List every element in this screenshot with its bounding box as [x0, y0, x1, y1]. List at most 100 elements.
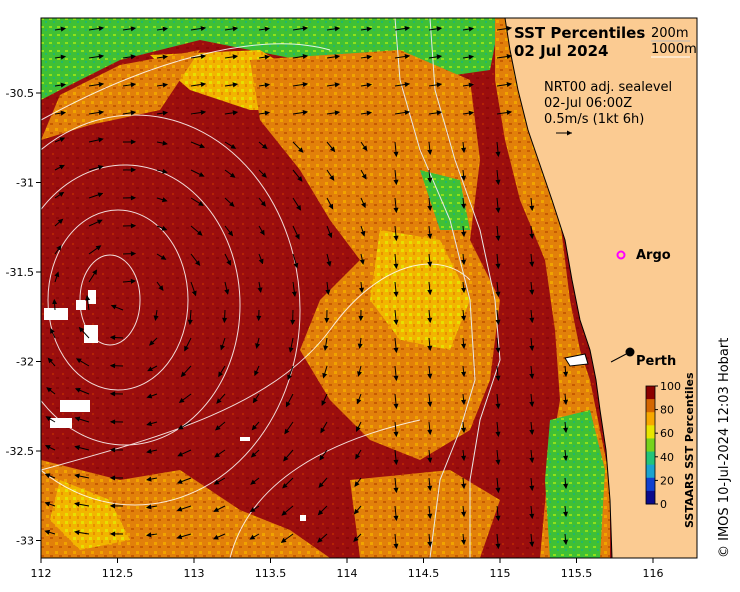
current-product: NRT00 adj. sealevel: [544, 80, 672, 95]
current-arrow-head: [393, 151, 399, 158]
current-arrow-head: [354, 481, 360, 487]
current-arrow-head: [232, 54, 239, 60]
current-arrow-head: [393, 459, 399, 466]
current-arrow-head: [495, 347, 501, 354]
current-arrow-head: [393, 515, 399, 522]
current-arrow-head: [57, 218, 64, 224]
current-arrow-head: [230, 143, 237, 149]
current-arrow-head: [44, 445, 51, 450]
current-arrow-head: [529, 345, 535, 352]
current-arrow-head: [321, 400, 327, 407]
current-arrow-head: [495, 207, 501, 214]
colorbar-tick-label: 20: [660, 474, 674, 487]
x-tick-label: 114: [337, 567, 358, 580]
x-tick-label: 115.5: [561, 567, 593, 580]
current-arrow-head: [98, 137, 104, 143]
current-arrow-head: [495, 431, 501, 438]
current-arrow-head: [359, 259, 365, 265]
current-arrow-head: [96, 219, 103, 225]
current-arrow-head: [146, 476, 152, 482]
current-arrow-head: [130, 167, 137, 173]
colorbar-swatch: [646, 477, 655, 492]
current-arrow-head: [130, 223, 137, 229]
current-arrow-head: [461, 483, 467, 490]
current-arrow-head: [98, 25, 105, 32]
current-arrow-head: [280, 537, 287, 543]
current-arrow-head: [249, 534, 256, 540]
current-arrow-head: [264, 26, 271, 32]
colorbar-swatch: [646, 412, 655, 426]
current-arrow-head: [256, 315, 262, 322]
current-arrow-head: [59, 164, 65, 170]
current-arrow-head: [281, 510, 288, 516]
current-arrow-head: [200, 53, 207, 60]
colorbar-swatch: [646, 451, 655, 466]
current-arrow-head: [74, 445, 81, 451]
current-arrow-head: [427, 317, 433, 324]
current-arrow-head: [196, 230, 203, 236]
colorbar-tick-label: 40: [660, 451, 674, 464]
current-arrow-head: [162, 140, 168, 146]
credit-text: © IMOS 10-Jul-2024 12:03 Hobart: [717, 338, 732, 558]
current-arrow-head: [95, 245, 102, 251]
current-arrow-head: [427, 373, 433, 380]
current-arrow-head: [393, 543, 399, 550]
y-axis: -30.5 -31 -31.5 -32 -32.5 -33: [6, 87, 41, 548]
coastline: [504, 18, 697, 558]
current-arrow-head: [436, 26, 443, 32]
current-arrow-head: [214, 452, 220, 458]
current-arrow-head: [461, 371, 467, 378]
current-arrow-head: [529, 513, 535, 520]
current-arrow-head: [461, 259, 467, 266]
current-arrow-head: [130, 251, 137, 257]
current-arrow-head: [290, 319, 296, 326]
current-arrow-head: [393, 235, 399, 242]
bathymetry-contours: [394, 18, 501, 558]
current-arrow-head: [361, 202, 366, 209]
y-tick-label: -31.5: [6, 266, 34, 279]
current-arrow-head: [436, 82, 443, 88]
current-arrow-head: [98, 53, 105, 60]
current-arrow-head: [283, 455, 289, 462]
current-arrow-head: [282, 483, 288, 489]
current-arrow-head: [250, 452, 257, 458]
current-arrow-head: [148, 340, 155, 346]
current-arrow-head: [288, 347, 294, 353]
current-arrow-head: [258, 258, 264, 265]
current-arrow-head: [259, 229, 265, 236]
contour-legend-1000m: 1000m: [651, 42, 697, 57]
current-arrow-head: [60, 54, 67, 60]
sst-field: [41, 18, 697, 558]
current-arrow-head: [109, 475, 116, 481]
current-arrow-head: [296, 204, 302, 211]
current-arrow-head: [130, 195, 137, 201]
ocean-low-percentile-north: [41, 18, 500, 100]
current-arrow-head: [427, 205, 433, 212]
current-arrow-head: [97, 164, 104, 170]
plot-frame: [40, 17, 698, 559]
ocean-yellow-sw: [50, 480, 130, 550]
current-arrow-head: [264, 54, 271, 60]
current-arrow-head: [158, 285, 164, 292]
current-arrow-head: [212, 534, 219, 540]
current-arrow-head: [287, 374, 293, 381]
current-arrow-head: [284, 428, 290, 435]
current-arrow-head: [359, 287, 365, 294]
current-arrow-head: [436, 54, 443, 60]
current-arrow-head: [232, 82, 239, 88]
current-arrow-head: [44, 473, 51, 479]
current-arrow-head: [393, 403, 399, 410]
current-arrow-head: [109, 447, 116, 453]
contour-legend-200m: 200m: [651, 26, 688, 41]
current-arrow-head: [404, 25, 411, 32]
current-arrow-head: [264, 110, 271, 116]
current-arrow-head: [563, 511, 569, 518]
y-tick-label: -33: [16, 535, 34, 548]
current-arrow-head: [427, 513, 433, 520]
current-arrow-head: [52, 298, 58, 305]
current-arrow-head: [357, 371, 362, 377]
current-arrow-head: [54, 271, 60, 278]
current-arrow-head: [563, 399, 569, 406]
current-arrow-head: [264, 82, 271, 88]
current-arrow-head: [220, 344, 225, 351]
